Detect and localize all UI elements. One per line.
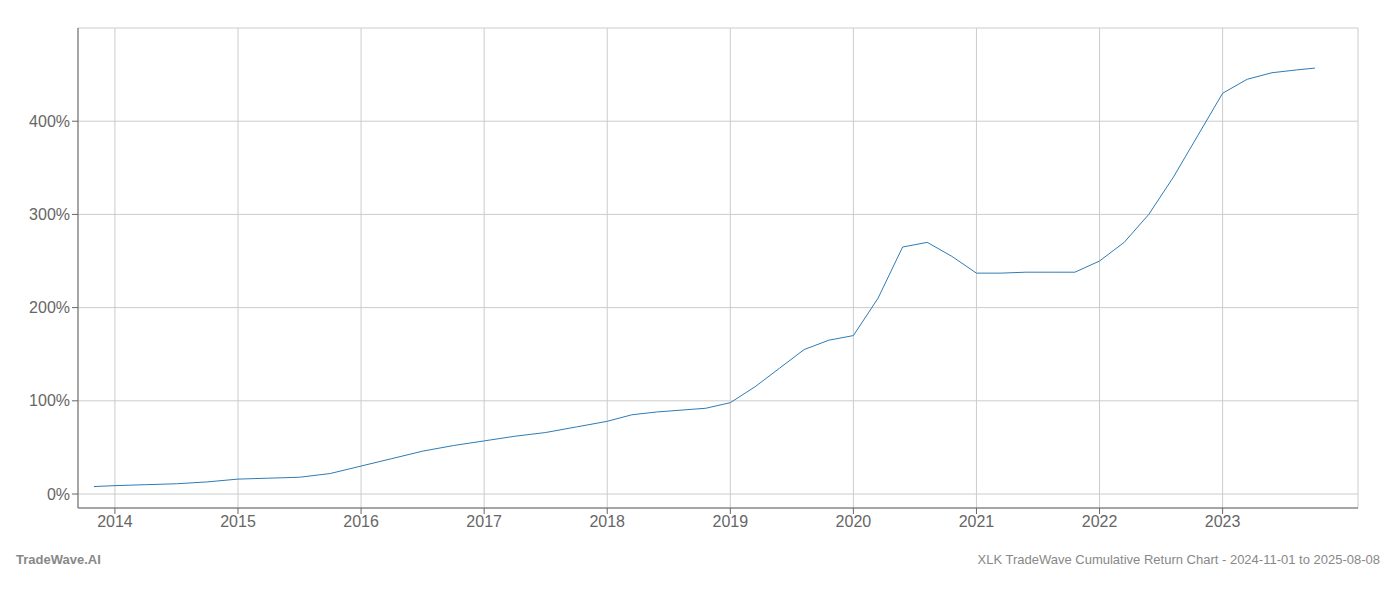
- svg-text:100%: 100%: [29, 392, 70, 409]
- svg-text:2018: 2018: [589, 513, 625, 530]
- svg-text:2020: 2020: [836, 513, 872, 530]
- svg-text:0%: 0%: [47, 486, 70, 503]
- svg-text:2023: 2023: [1205, 513, 1241, 530]
- svg-text:2021: 2021: [959, 513, 995, 530]
- html-text:XLK TradeWave Cumulative Retur: XLK TradeWave Cumulative Return Chart - …: [977, 552, 1380, 567]
- svg-text:2019: 2019: [713, 513, 749, 530]
- svg-text:2022: 2022: [1082, 513, 1118, 530]
- svg-text:2014: 2014: [97, 513, 133, 530]
- svg-text:200%: 200%: [29, 299, 70, 316]
- svg-text:300%: 300%: [29, 206, 70, 223]
- svg-text:400%: 400%: [29, 113, 70, 130]
- svg-text:2016: 2016: [343, 513, 379, 530]
- svg-text:2017: 2017: [466, 513, 502, 530]
- html-text:TradeWave.AI: TradeWave.AI: [16, 552, 101, 567]
- svg-text:2015: 2015: [220, 513, 256, 530]
